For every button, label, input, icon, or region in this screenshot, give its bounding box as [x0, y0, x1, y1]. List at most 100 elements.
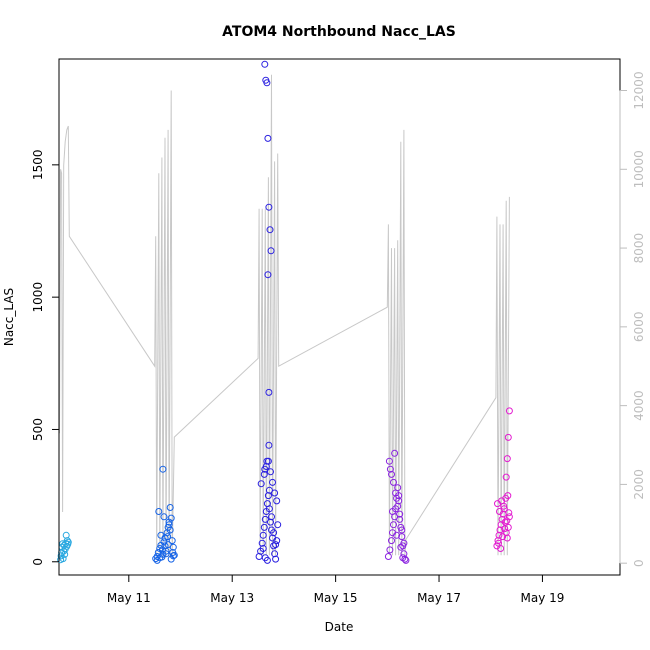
data-point: [274, 521, 282, 529]
y-axis-right: 0 2000 4000 6000 8000 10000 12000: [619, 71, 646, 567]
data-point: [165, 521, 173, 529]
data-point: [267, 518, 274, 526]
y2-tick-label: 6000: [632, 312, 646, 343]
y-tick-label: 500: [31, 418, 45, 441]
data-point: [265, 441, 273, 449]
x-axis: May 11 May 13 May 15 May 17 May 19: [107, 574, 564, 605]
data-point: [495, 531, 503, 539]
data-point: [62, 531, 70, 539]
data-point: [396, 515, 404, 523]
data-point: [271, 550, 279, 558]
data-point: [501, 518, 509, 526]
secondary-line-layer: [59, 74, 510, 558]
x-axis-label: Date: [325, 620, 354, 634]
chart-title: ATOM4 Northbound Nacc_LAS: [222, 24, 456, 40]
data-point: [63, 537, 71, 545]
y2-tick-label: 8000: [632, 233, 646, 264]
data-point: [260, 470, 268, 478]
data-point: [398, 533, 406, 541]
data-point: [59, 555, 67, 563]
data-point: [167, 514, 175, 522]
data-point: [263, 457, 271, 465]
data-point: [267, 468, 274, 476]
data-point: [499, 533, 507, 541]
y-tick-label: 1000: [31, 282, 45, 313]
data-point: [160, 513, 168, 521]
x-tick-label: May 13: [210, 591, 254, 605]
data-point: [384, 553, 392, 560]
data-point: [162, 547, 170, 555]
data-point: [261, 60, 269, 68]
data-point: [269, 478, 276, 486]
data-point: [265, 203, 273, 211]
data-point: [265, 486, 273, 494]
data-point: [503, 517, 511, 525]
data-point: [504, 523, 512, 531]
data-point: [505, 407, 513, 415]
data-point: [386, 546, 394, 554]
data-point: [386, 465, 394, 473]
data-point: [164, 541, 172, 549]
data-point: [265, 505, 273, 513]
data-point: [264, 492, 272, 500]
data-point: [399, 554, 407, 562]
data-point: [496, 508, 503, 515]
data-point: [166, 526, 174, 534]
data-point: [501, 525, 509, 533]
secondary-series-line: [59, 74, 510, 558]
data-point: [494, 537, 502, 545]
y-tick-label: 0: [31, 558, 45, 566]
data-point: [264, 134, 272, 142]
data-point: [169, 549, 177, 556]
data-point: [394, 502, 402, 510]
data-point: [156, 554, 164, 562]
data-point: [268, 513, 275, 521]
data-point: [390, 478, 397, 486]
x-tick-label: May 17: [417, 591, 461, 605]
data-point: [496, 526, 504, 534]
data-point: [504, 492, 512, 500]
data-point: [400, 550, 408, 558]
y-axis-label: Nacc_LAS: [2, 288, 16, 346]
data-point: [503, 455, 511, 463]
data-point: [159, 465, 167, 473]
data-point: [263, 556, 271, 564]
data-point: [166, 504, 174, 511]
data-point: [266, 226, 274, 234]
data-point: [267, 247, 275, 255]
data-point: [502, 473, 510, 481]
data-point: [497, 545, 505, 552]
data-point: [504, 433, 512, 441]
data-point: [169, 552, 177, 560]
data-point: [272, 555, 280, 563]
data-point: [395, 492, 403, 500]
data-point: [389, 508, 396, 515]
data-point: [273, 497, 281, 505]
data-point: [265, 388, 273, 396]
data-point: [273, 537, 281, 545]
data-point: [385, 457, 393, 465]
data-point: [162, 550, 170, 558]
x-tick-label: May 19: [520, 591, 564, 605]
data-point: [505, 509, 513, 517]
x-tick-label: May 15: [314, 591, 358, 605]
data-point: [164, 533, 172, 541]
data-point: [261, 465, 269, 473]
data-point: [259, 545, 267, 552]
y-tick-label: 1500: [31, 150, 45, 181]
data-point: [64, 538, 72, 546]
data-point: [398, 526, 406, 534]
data-point: [61, 550, 69, 558]
data-point: [395, 497, 403, 505]
data-point: [260, 523, 268, 531]
scatter-points-layer: [57, 60, 513, 564]
data-point: [500, 502, 508, 510]
x-tick-label: May 11: [107, 591, 151, 605]
data-point: [259, 531, 267, 539]
data-point: [165, 518, 173, 526]
y2-tick-label: 4000: [632, 390, 646, 421]
y2-tick-label: 12000: [632, 71, 646, 109]
data-point: [393, 531, 401, 539]
data-point: [168, 537, 176, 545]
